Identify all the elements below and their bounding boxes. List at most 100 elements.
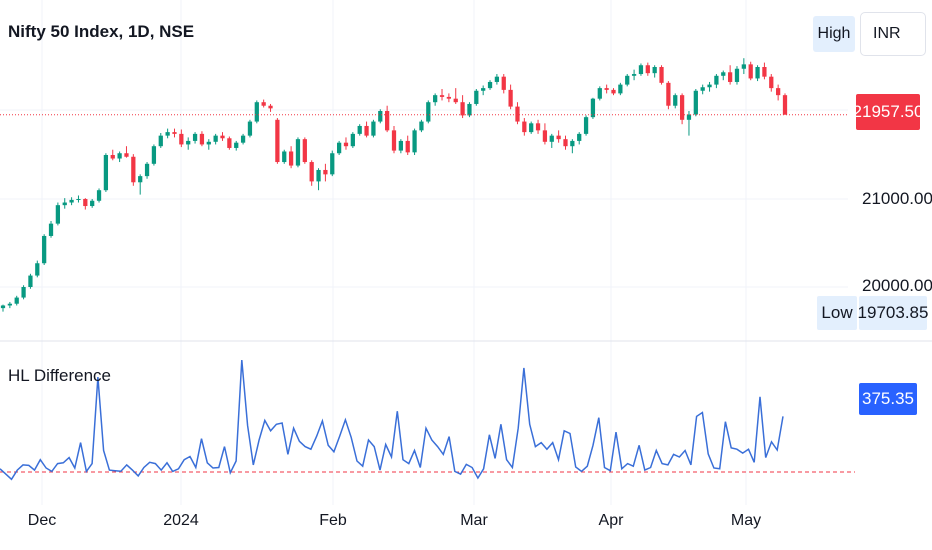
candle [522,118,527,136]
candle-body [371,121,376,136]
candle [234,140,239,151]
candle [631,69,637,81]
candle-body [638,65,644,75]
candle [604,84,609,94]
candle [625,74,630,87]
candle-body [549,135,554,142]
candle [776,84,781,101]
currency-button[interactable]: INR [860,12,926,56]
candle [494,74,500,85]
candle-body [755,67,760,79]
indicator-value-tag: 375.35 [859,383,917,415]
candle [21,285,26,300]
candle [103,153,109,192]
candle-body [206,141,211,145]
candle-body [103,155,109,191]
candle-body [117,153,122,159]
candle [755,65,760,82]
candle [673,93,678,109]
candle-body [48,223,54,236]
candle-body [679,95,685,120]
candle-body [474,90,479,104]
candle-body [618,84,623,94]
candle [227,136,232,150]
candle [481,85,486,96]
candle-body [295,139,301,166]
candle [378,109,383,124]
candle-body [700,87,705,91]
candle [55,202,61,226]
high-marker-button[interactable]: High [813,16,855,52]
candle [254,100,259,124]
candle [35,260,40,278]
candle-body [748,64,753,79]
y-tick-label: 21000.00 [862,189,932,208]
candle-body [776,88,781,96]
candle [69,197,74,206]
candle-body [446,96,452,99]
candle [700,84,705,95]
candle [707,81,712,92]
candle [638,63,644,76]
candle-body [96,190,102,201]
candle [240,133,246,145]
candle-body [172,132,177,134]
candle [131,154,136,186]
candle [391,125,397,154]
candle-body [590,98,596,118]
candle [439,89,445,101]
candle-body [385,111,390,131]
candle-body [391,130,397,151]
candle-body [316,169,321,182]
candle-body [55,205,61,224]
candle [62,198,67,209]
grid [0,0,848,505]
candle-body [645,65,650,74]
candle-body [282,151,287,163]
candle-body [124,153,129,157]
x-tick-label: Apr [598,512,624,529]
candle-body [309,162,314,182]
candle-body [336,142,342,154]
candle-body [721,72,726,76]
candle [364,121,369,138]
candle [419,119,424,133]
candle [0,304,6,312]
candle-body [213,135,218,142]
candle [90,199,95,208]
candle [508,84,513,110]
candle-body [0,305,6,309]
candle-body [144,163,150,177]
candle [179,129,184,148]
candle [556,130,561,143]
candle-body [782,95,788,115]
candle [659,65,664,85]
candle-body [323,169,328,175]
candle-body [350,133,355,147]
candle-body [487,81,493,89]
candle-body [734,68,740,82]
candle [611,88,616,96]
candle-body [570,140,575,147]
candle-body [769,76,774,89]
candle [762,62,767,80]
candle [570,139,575,154]
candle [645,62,650,76]
candle-body [76,199,81,200]
candle-body [577,133,582,141]
candle [474,89,479,106]
candle [110,149,115,161]
candle-body [138,176,143,183]
candle [96,188,102,203]
candle [295,137,301,168]
candle-body [563,139,568,147]
candle [529,121,534,134]
low-marker-label: Low [817,296,857,330]
candle [563,135,568,150]
candle-body [179,133,184,145]
candle [144,162,150,179]
candle-body [467,103,472,116]
candle [549,133,554,148]
candle [42,234,47,265]
low-marker-value: 19703.85 [858,296,928,330]
